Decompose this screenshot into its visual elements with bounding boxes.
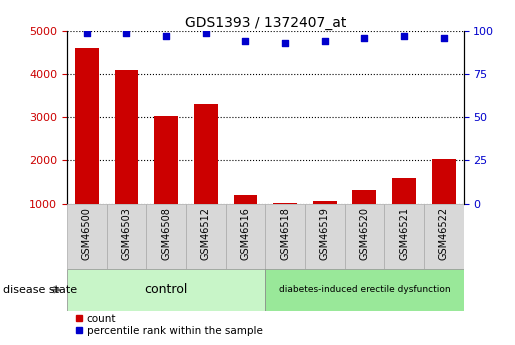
Bar [313,201,337,204]
Text: GSM46508: GSM46508 [161,207,171,260]
Title: GDS1393 / 1372407_at: GDS1393 / 1372407_at [184,16,346,30]
Point [320,39,329,44]
Text: disease state: disease state [3,285,77,295]
Point [82,30,91,36]
Text: GSM46519: GSM46519 [320,207,330,260]
Text: GSM46522: GSM46522 [439,207,449,260]
Text: GSM46520: GSM46520 [359,207,369,260]
Bar [226,204,265,269]
Point [123,30,131,36]
Bar [392,178,416,204]
Bar [305,204,345,269]
Point [360,35,369,41]
Legend: count, percentile rank within the sample: count, percentile rank within the sample [72,309,267,340]
Point [281,40,289,46]
Bar [432,159,456,204]
Bar [154,117,178,204]
Bar [67,204,107,269]
Bar [67,269,265,310]
Text: GSM46503: GSM46503 [122,207,131,260]
Bar [194,104,218,204]
Bar [233,195,258,204]
Point [241,39,249,44]
Bar [265,269,464,310]
Bar [146,204,186,269]
Bar [352,190,376,204]
Bar [114,70,139,204]
Point [202,30,210,36]
Bar [265,204,305,269]
Point [400,33,408,39]
Text: diabetes-induced erectile dysfunction: diabetes-induced erectile dysfunction [279,285,450,294]
Text: control: control [144,283,188,296]
Bar [273,203,297,204]
Text: GSM46512: GSM46512 [201,207,211,260]
Text: GSM46516: GSM46516 [241,207,250,260]
Point [440,35,448,41]
Text: GSM46521: GSM46521 [399,207,409,260]
Bar [424,204,464,269]
Bar [75,48,99,204]
Bar [384,204,424,269]
Bar [186,204,226,269]
Text: GSM46518: GSM46518 [280,207,290,260]
Bar [107,204,146,269]
Bar [345,204,384,269]
Point [162,33,170,39]
Text: GSM46500: GSM46500 [82,207,92,260]
